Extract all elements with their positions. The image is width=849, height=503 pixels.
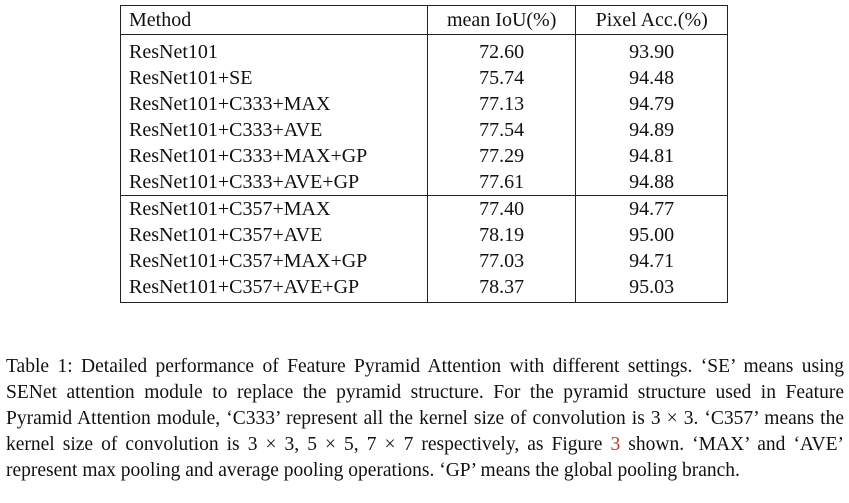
cell-mean-iou: 72.60 <box>426 34 577 65</box>
cell-mean-iou: 75.74 <box>426 65 577 91</box>
table-row: ResNet101+C357+AVE 78.19 95.00 <box>120 222 728 248</box>
cell-method: ResNet101+C333+MAX+GP <box>120 143 428 169</box>
header-pixel-acc: Pixel Acc.(%) <box>575 5 728 35</box>
cell-method: ResNet101+C333+AVE+GP <box>120 169 428 196</box>
cell-pixel-acc: 94.89 <box>575 117 728 143</box>
cell-method: ResNet101+C357+MAX <box>120 195 428 222</box>
caption-text-end: shown. ‘MAX’ and ‘AVE’ represent max poo… <box>6 433 844 481</box>
cell-pixel-acc: 94.77 <box>575 195 728 222</box>
cell-mean-iou: 77.13 <box>426 91 577 117</box>
table-row: ResNet101+C357+MAX+GP 77.03 94.71 <box>120 248 728 274</box>
table-header-row: Method mean IoU(%) Pixel Acc.(%) <box>120 5 728 35</box>
cell-mean-iou: 78.37 <box>426 274 577 303</box>
table-row: ResNet101+C333+MAX 77.13 94.79 <box>120 91 728 117</box>
cell-mean-iou: 78.19 <box>426 222 577 248</box>
cell-pixel-acc: 94.79 <box>575 91 728 117</box>
cell-mean-iou: 77.40 <box>426 195 577 222</box>
table-row: ResNet101+SE 75.74 94.48 <box>120 65 728 91</box>
results-table: Method mean IoU(%) Pixel Acc.(%) ResNet1… <box>120 5 728 303</box>
table-row: ResNet101+C333+AVE+GP 77.61 94.88 <box>120 169 728 196</box>
figure-reference-link[interactable]: 3 <box>610 433 621 455</box>
table-body: ResNet101 72.60 93.90 ResNet101+SE 75.74 94.4… <box>120 34 728 303</box>
caption-text-start: Table 1: Detailed performance of Feature… <box>6 355 844 455</box>
cell-pixel-acc: 94.48 <box>575 65 728 91</box>
cell-method: ResNet101 <box>120 34 428 65</box>
table-row: ResNet101+C357+AVE+GP 78.37 95.03 <box>120 274 728 303</box>
cell-method: ResNet101+C357+AVE <box>120 222 428 248</box>
cell-method: ResNet101+C357+AVE+GP <box>120 274 428 303</box>
header-mean-iou: mean IoU(%) <box>426 5 577 35</box>
table-caption: Table 1: Detailed performance of Feature… <box>6 354 844 484</box>
cell-method: ResNet101+C357+MAX+GP <box>120 248 428 274</box>
cell-method: ResNet101+C333+AVE <box>120 117 428 143</box>
results-table-container: Method mean IoU(%) Pixel Acc.(%) ResNet1… <box>120 5 728 303</box>
cell-mean-iou: 77.61 <box>426 169 577 196</box>
cell-mean-iou: 77.54 <box>426 117 577 143</box>
table-row: ResNet101+C333+MAX+GP 77.29 94.81 <box>120 143 728 169</box>
cell-pixel-acc: 95.03 <box>575 274 728 303</box>
cell-pixel-acc: 94.88 <box>575 169 728 196</box>
cell-pixel-acc: 93.90 <box>575 34 728 65</box>
table-row: ResNet101+C333+AVE 77.54 94.89 <box>120 117 728 143</box>
cell-method: ResNet101+SE <box>120 65 428 91</box>
table-row: ResNet101 72.60 93.90 <box>120 34 728 65</box>
cell-method: ResNet101+C333+MAX <box>120 91 428 117</box>
cell-mean-iou: 77.03 <box>426 248 577 274</box>
cell-pixel-acc: 94.71 <box>575 248 728 274</box>
cell-pixel-acc: 95.00 <box>575 222 728 248</box>
cell-mean-iou: 77.29 <box>426 143 577 169</box>
cell-pixel-acc: 94.81 <box>575 143 728 169</box>
table-row: ResNet101+C357+MAX 77.40 94.77 <box>120 195 728 222</box>
header-method: Method <box>120 5 428 35</box>
